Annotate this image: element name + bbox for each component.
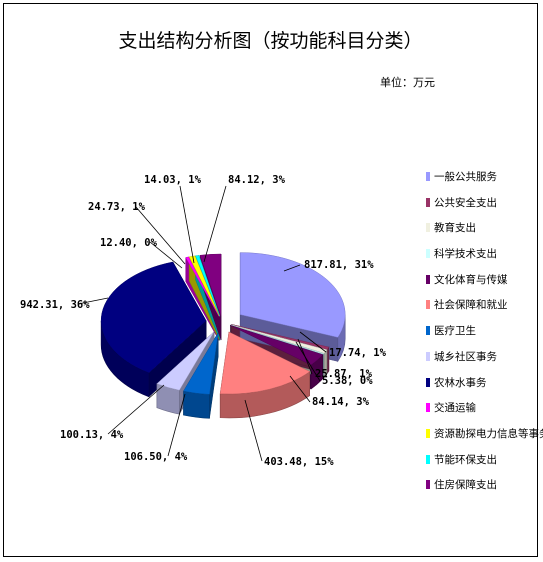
legend-label: 文化体育与传媒 [434, 273, 508, 286]
legend-swatch [426, 300, 430, 310]
data-label-8: 100.13, 4% [60, 429, 124, 441]
pie-slice-4 [230, 324, 325, 355]
legend-label: 一般公共服务 [434, 171, 497, 183]
leader-line-12 [179, 185, 195, 264]
legend-swatch [426, 172, 430, 181]
legend-label: 节能环保支出 [434, 453, 497, 466]
legend-label: 社会保障和就业 [434, 299, 508, 312]
legend-label: 公共安全支出 [434, 196, 497, 209]
leader-line-10 [149, 241, 183, 269]
legend-label: 科学技术支出 [434, 248, 497, 261]
pie-slice-12 [195, 255, 221, 317]
data-label-13: 84.12, 3% [228, 174, 286, 186]
pie-slice-9 [100, 261, 207, 374]
legend-item: 医疗卫生 [420, 322, 540, 348]
data-label-12: 14.03, 1% [144, 174, 202, 186]
data-label-7: 106.50, 4% [124, 451, 188, 463]
pie-slice-1 [239, 252, 346, 338]
data-label-5: 84.14, 3% [312, 396, 370, 408]
legend-swatch [426, 480, 430, 490]
legend-item: 节能环保支出 [420, 451, 540, 477]
chart-title: 支出结构分析图（按功能科目分类） [118, 30, 423, 52]
legend-label: 医疗卫生 [434, 325, 476, 338]
pie-slice-10 [185, 256, 220, 317]
legend-swatch [426, 249, 430, 259]
legend-swatch [426, 326, 430, 336]
legend-label: 城乡社区事务 [434, 350, 497, 363]
legend-swatch [426, 377, 430, 387]
slice-side-7 [183, 390, 210, 419]
data-label-4: 5.38, 0% [322, 375, 373, 387]
legend-label: 农林水事务 [434, 376, 487, 389]
legend-item: 一般公共服务 [420, 168, 540, 194]
leader-line-1 [283, 264, 301, 272]
leader-line-8 [107, 384, 165, 435]
data-label-9: 942.31, 36% [20, 299, 90, 311]
legend-item: 公共安全支出 [420, 194, 540, 220]
legend-label: 资源勘探电力信息等事务 [434, 427, 543, 440]
legend-label: 住房保障支出 [434, 479, 497, 492]
leader-line-13 [203, 185, 227, 263]
leader-line-6 [244, 399, 263, 462]
pie-slice-7 [183, 332, 219, 395]
pie-slice-6 [219, 331, 311, 395]
legend-item: 文化体育与传媒 [420, 271, 540, 297]
pie-slice-13 [199, 253, 222, 317]
data-label-1: 817.81, 31% [304, 259, 374, 271]
legend-swatch [426, 351, 430, 361]
data-label-3: 25.87, 1% [315, 368, 373, 380]
data-label-6: 403.48, 15% [264, 456, 334, 468]
legend-item: 交通运输 [420, 399, 540, 425]
legend-label: 交通运输 [434, 402, 476, 415]
legend-item: 社会保障和就业 [420, 296, 540, 322]
leader-line-5 [289, 375, 311, 403]
legend-item: 科学技术支出 [420, 245, 540, 271]
legend-item: 城乡社区事务 [420, 348, 540, 374]
leader-line-2 [299, 331, 327, 353]
leader-line-4 [295, 341, 321, 382]
pie-slice-11 [188, 255, 220, 317]
legend-swatch [426, 223, 430, 233]
data-label-2: 17.74, 1% [329, 347, 387, 359]
leader-line-9 [77, 297, 109, 305]
legend-item: 资源勘探电力信息等事务 [420, 425, 543, 451]
data-label-10: 12.40, 0% [100, 237, 158, 249]
chart-legend: 一般公共服务 公共安全支出 教育支出科学技术支出 文化体育与传媒 社会保障和就业 医疗卫生… [420, 168, 543, 502]
legend-label: 教育支出 [434, 222, 476, 235]
pie-slice-5 [230, 325, 324, 366]
unit-label: 单位：万元 [380, 76, 435, 89]
legend-swatch [426, 428, 430, 438]
legend-item: 教育支出 [420, 219, 540, 245]
pie-slice-8 [156, 331, 215, 391]
legend-swatch [426, 274, 430, 284]
legend-item: 农林水事务 [420, 374, 540, 400]
legend-swatch [426, 197, 430, 207]
leader-line-11 [135, 206, 186, 265]
pie-slice-2 [231, 324, 330, 350]
legend-swatch [426, 403, 430, 413]
data-label-11: 24.73, 1% [88, 201, 146, 213]
legend-swatch [426, 454, 430, 464]
legend-item: 住房保障支出 [420, 476, 540, 502]
leader-line-7 [167, 393, 186, 457]
